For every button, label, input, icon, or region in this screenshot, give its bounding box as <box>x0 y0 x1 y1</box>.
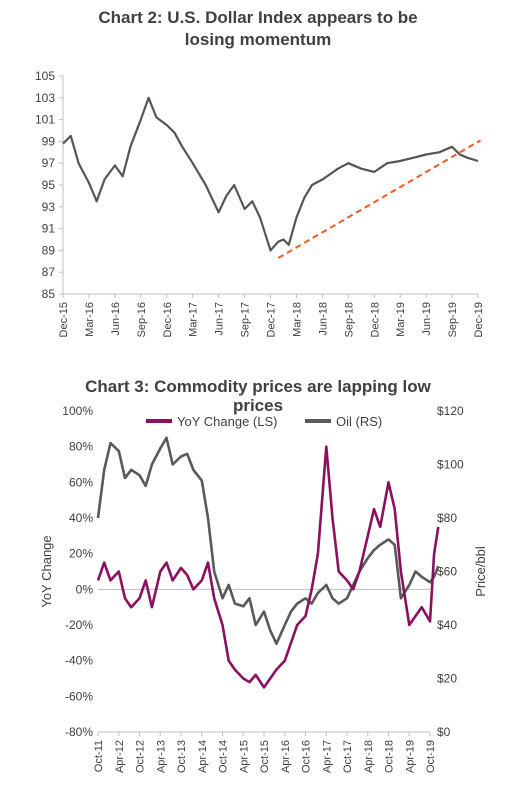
x-tick-label: Mar-19 <box>395 302 407 337</box>
right-y-tick-label: $40 <box>437 618 457 632</box>
dollar-index-series-line <box>62 96 479 252</box>
x-tick-label: Oct-17 <box>342 740 354 773</box>
y-tick-label: 93 <box>42 200 56 214</box>
left-y-tick-label: -60% <box>65 689 93 703</box>
x-tick-label: Apr-12 <box>114 740 126 773</box>
x-tick-label: Oct-18 <box>384 740 396 773</box>
y-tick-label: 95 <box>42 178 56 192</box>
trendline <box>277 139 482 259</box>
left-y-tick-label: -20% <box>65 618 93 632</box>
yoy-change-series-line <box>96 445 440 689</box>
left-y-tick-label: 80% <box>69 440 93 454</box>
y-tick-label: 103 <box>35 91 55 105</box>
x-tick-label: Dec-18 <box>369 302 381 337</box>
x-tick-label: Apr-17 <box>321 740 333 773</box>
x-tick-label: Apr-19 <box>404 740 416 773</box>
right-y-tick-label: $0 <box>437 725 451 739</box>
x-tick-label: Apr-15 <box>238 740 250 773</box>
chart3-title-line1: Chart 3: Commodity prices are lapping lo… <box>85 377 431 396</box>
y-tick-label: 87 <box>42 265 56 279</box>
x-tick-label: Jun-16 <box>110 302 122 336</box>
x-tick-label: Dec-17 <box>266 302 278 337</box>
right-y-tick-label: $120 <box>437 405 464 418</box>
y-tick-label: 91 <box>42 222 56 236</box>
x-tick-label: Dec-19 <box>473 302 485 337</box>
x-tick-label: Sep-16 <box>136 302 148 337</box>
chart3-commodity-prices: 100% 80% 60% 40% 20% 0% -20% -40% -60% -80% $120 $1… <box>39 405 488 773</box>
left-y-tick-label: 0% <box>76 582 94 596</box>
x-tick-label: Dec-16 <box>162 302 174 337</box>
y-tick-label: 99 <box>42 134 56 148</box>
oil-series-line <box>96 436 440 645</box>
x-tick-label: Oct-14 <box>218 740 230 773</box>
x-tick-label: Mar-18 <box>291 302 303 337</box>
chart2-title-line2: losing momentum <box>184 30 332 49</box>
x-tick-label: Mar-16 <box>84 302 96 337</box>
y-tick-label: 85 <box>42 287 56 301</box>
x-tick-label: Dec-15 <box>58 302 70 337</box>
legend-label: Oil (RS) <box>336 414 382 429</box>
y-tick-label: 105 <box>35 69 55 83</box>
x-tick-label: Apr-16 <box>280 740 292 773</box>
right-y-tick-label: $80 <box>437 511 457 525</box>
y-tick-label: 89 <box>42 243 56 257</box>
legend-label: YoY Change (LS) <box>177 414 277 429</box>
x-tick-label: Oct-16 <box>301 740 313 773</box>
x-tick-label: Sep-18 <box>343 302 355 337</box>
left-y-tick-label: -40% <box>65 654 93 668</box>
left-y-tick-label: 60% <box>69 475 93 489</box>
x-tick-label: Jun-19 <box>421 302 433 336</box>
left-y-axis-title: YoY Change <box>39 535 54 607</box>
right-y-tick-label: $100 <box>437 458 464 472</box>
x-tick-label: Oct-13 <box>176 740 188 773</box>
x-tick-label: Oct-19 <box>425 740 437 773</box>
right-y-axis-title: Price/bbl <box>473 546 488 597</box>
left-y-tick-label: 20% <box>69 547 93 561</box>
x-tick-label: Apr-13 <box>155 740 167 773</box>
right-y-tick-label: $20 <box>437 672 457 686</box>
left-y-tick-label: -80% <box>65 725 93 739</box>
left-y-tick-label: 100% <box>62 405 93 418</box>
right-y-tick-label: $60 <box>437 565 457 579</box>
x-tick-label: Oct-12 <box>135 740 147 773</box>
x-tick-label: Oct-11 <box>93 740 105 772</box>
x-tick-label: Sep-19 <box>447 302 459 337</box>
x-tick-label: Apr-18 <box>363 740 375 773</box>
x-tick-label: Mar-17 <box>188 302 200 337</box>
y-tick-label: 97 <box>42 156 56 170</box>
x-tick-label: Sep-17 <box>240 302 252 337</box>
x-tick-label: Jun-17 <box>214 302 226 336</box>
x-tick-label: Apr-14 <box>197 740 209 773</box>
chart3-title-line2: prices <box>232 396 284 415</box>
chart2-title-line1: Chart 2: U.S. Dollar Index appears to be <box>98 8 418 27</box>
x-tick-label: Jun-18 <box>317 302 329 336</box>
y-tick-label: 101 <box>35 113 55 127</box>
x-tick-label: Oct-15 <box>259 740 271 773</box>
left-y-tick-label: 40% <box>69 511 93 525</box>
